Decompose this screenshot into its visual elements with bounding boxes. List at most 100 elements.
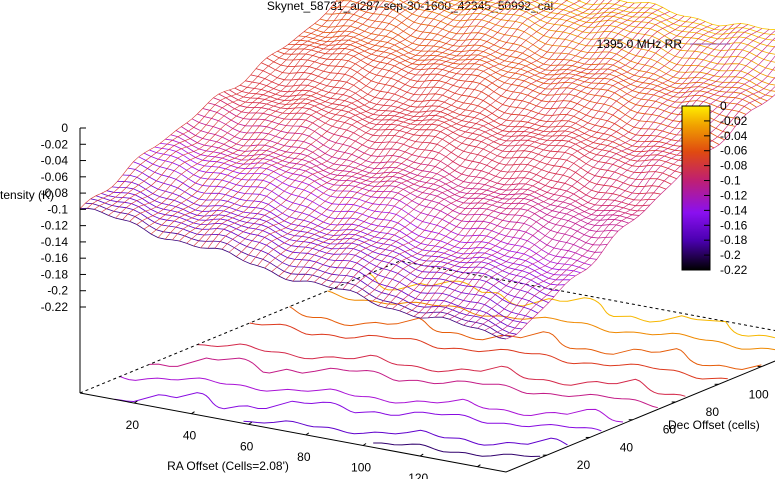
- z-tick-label: -0.12: [41, 219, 69, 233]
- mesh-line: [456, 30, 775, 323]
- mesh-line: [179, 0, 469, 242]
- mesh-line: [266, 57, 693, 162]
- y-axis-label: Dec Offset (cells): [668, 418, 760, 432]
- colorbar-tick-label: -0.2: [720, 248, 741, 262]
- mesh-line: [186, 0, 476, 244]
- z-tick-label: -0.06: [41, 170, 69, 184]
- x-tick: [477, 464, 481, 468]
- y-tick-labels: 20406080100120140: [577, 387, 769, 472]
- z-tick-label: -0.2: [47, 284, 68, 298]
- colorbar-tick-label: -0.04: [720, 129, 748, 143]
- contour-line: [114, 392, 602, 432]
- x-tick-label: 100: [351, 460, 371, 474]
- colorbar-tick-label: -0.18: [720, 233, 748, 247]
- z-tick-label: -0.22: [41, 300, 69, 314]
- z-tick-label: -0.04: [41, 154, 69, 168]
- z-tick-label: -0.08: [41, 186, 69, 200]
- mesh-line: [441, 28, 763, 318]
- mesh-line: [236, 0, 539, 257]
- mesh-line: [385, 21, 706, 308]
- mesh-line: [86, 0, 345, 209]
- colorbar-tick-label: -0.02: [720, 114, 748, 128]
- mesh-line: [122, 0, 386, 220]
- mesh-line: [342, 7, 663, 290]
- mesh-line: [328, 2, 649, 288]
- mesh-line: [257, 0, 569, 266]
- mesh-line: [484, 66, 775, 331]
- mesh-line: [250, 74, 677, 180]
- z-tick-label: -0.1: [47, 202, 68, 216]
- colorbar-tick-label: -0.14: [720, 203, 748, 217]
- contour-line: [289, 306, 762, 371]
- contour-line: [243, 420, 568, 446]
- mesh-line: [434, 26, 756, 318]
- surface-mesh: [79, 0, 775, 340]
- mesh-line: [154, 146, 581, 274]
- mesh-line: [193, 0, 483, 247]
- contour-line: [249, 322, 728, 380]
- colorbar-ticks: 0-0.02-0.04-0.06-0.08-0.1-0.12-0.14-0.16…: [704, 99, 748, 277]
- contour-line: [373, 442, 541, 458]
- mesh-line: [399, 25, 720, 311]
- mesh-line: [271, 53, 699, 157]
- contour-line: [149, 357, 658, 409]
- mesh-line: [207, 0, 502, 249]
- mesh-line: [149, 149, 576, 277]
- mesh-line: [101, 0, 362, 213]
- contour-line: [197, 343, 686, 397]
- y-tick-label: 20: [577, 458, 591, 472]
- mesh-line: [413, 23, 734, 317]
- mesh-line: [349, 11, 670, 291]
- colorbar-tick-label: -0.22: [720, 263, 748, 277]
- x-tick: [419, 453, 424, 457]
- x-tick-label: 20: [126, 418, 140, 432]
- contour-line: [369, 273, 775, 339]
- mesh-line: [377, 18, 699, 306]
- y-tick-label: 60: [663, 423, 677, 437]
- mesh-line: [94, 0, 352, 210]
- y-tick-label: 80: [706, 405, 720, 419]
- mesh-line: [463, 37, 775, 326]
- mesh-line: [491, 76, 775, 335]
- contour-lines: [114, 273, 775, 458]
- x-axis-label: RA Offset (Cells=2.08'): [167, 459, 289, 473]
- y-tick-label: 40: [620, 440, 634, 454]
- mesh-line: [299, 0, 621, 282]
- x-tick-labels: 20406080100120140: [126, 418, 429, 479]
- x-tick-label: 40: [183, 429, 197, 443]
- z-tick-label: -0.18: [41, 267, 69, 281]
- mesh-line: [285, 0, 605, 280]
- colorbar-tick-label: -0.12: [720, 188, 748, 202]
- mesh-line: [314, 2, 635, 283]
- mesh-line: [449, 29, 770, 320]
- mesh-line: [470, 45, 775, 328]
- mesh-line: [370, 16, 692, 303]
- mesh-line: [218, 93, 645, 212]
- z-tick-label: 0: [61, 121, 68, 135]
- mesh-line: [427, 24, 749, 319]
- colorbar-tick-label: -0.08: [720, 159, 748, 173]
- colorbar-tick-label: -0.06: [720, 144, 748, 158]
- mesh-line: [306, 2, 628, 282]
- mesh-line: [143, 0, 420, 230]
- mesh-line: [363, 15, 685, 298]
- mesh-line: [214, 0, 509, 249]
- mesh-line: [157, 0, 439, 238]
- x-tick-label: 60: [240, 439, 254, 453]
- mesh-line: [243, 0, 550, 261]
- colorbar-tick-label: -0.16: [720, 218, 748, 232]
- mesh-line: [117, 181, 544, 309]
- mesh-line: [477, 55, 775, 329]
- mesh-line: [335, 3, 656, 289]
- z-tick-label: -0.14: [41, 235, 69, 249]
- mesh-line: [172, 0, 463, 241]
- mesh-line: [321, 2, 642, 285]
- legend-label: 1395.0 MHz RR: [597, 37, 683, 51]
- x-tick-label: 80: [297, 450, 311, 464]
- colorbar-tick-label: 0: [720, 99, 727, 113]
- mesh-line: [406, 25, 727, 314]
- colorbar: [681, 105, 711, 271]
- mesh-line: [108, 0, 371, 216]
- base-plane: [79, 260, 775, 473]
